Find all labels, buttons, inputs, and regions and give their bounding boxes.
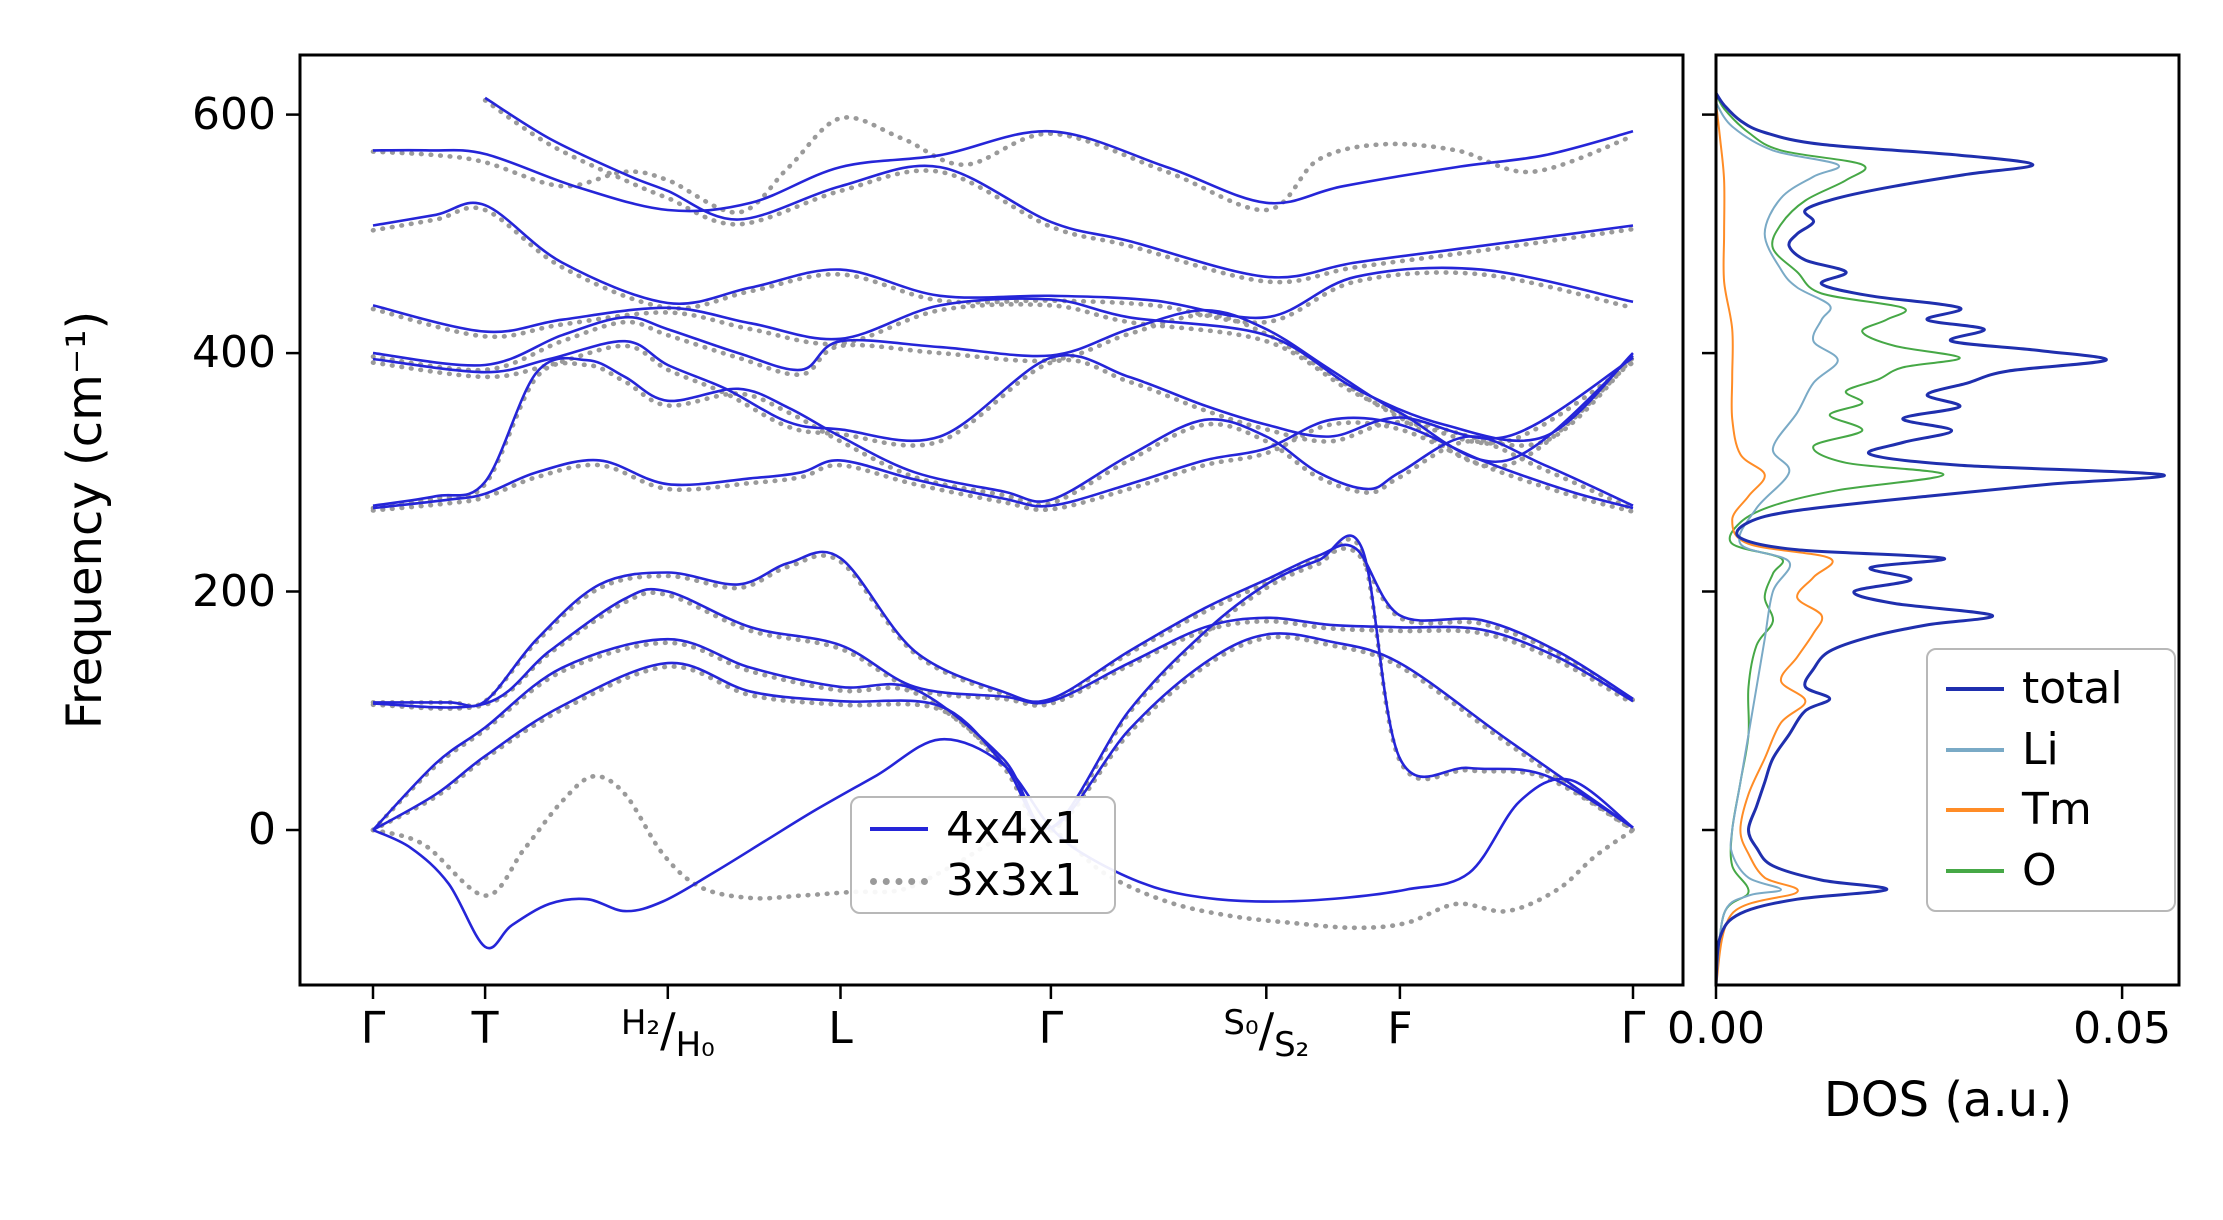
legend-item-tm: Tm <box>1928 788 2174 832</box>
band-3x3x1-6 <box>370 360 1636 512</box>
band-3x3x1-2 <box>370 205 1636 325</box>
band-3x3x1-8 <box>370 546 1636 709</box>
band-curves <box>370 96 1636 950</box>
dos-panel-frame <box>1714 53 2181 987</box>
band-3x3x1-4 <box>370 312 1636 469</box>
y-tick-label-200: 200 <box>192 565 276 617</box>
x-tick-label-0: Γ <box>360 1003 386 1054</box>
dos-curve-Li <box>1716 102 1841 985</box>
dos-curve-total <box>1716 92 2166 985</box>
legend-label-tm: Tm <box>2022 784 2092 836</box>
band-4x4x1-1 <box>484 96 1634 279</box>
band-4x4x1-0 <box>372 129 1634 213</box>
legend-item-3x3x1: 3x3x1 <box>852 859 1114 903</box>
x-tick-label-4: Γ <box>1038 1003 1064 1054</box>
x-tick-label-6: F <box>1387 1003 1413 1054</box>
solid-line-swatch <box>870 826 928 831</box>
y-tick-label-400: 400 <box>192 327 276 379</box>
x-tick-label-slash: / <box>660 1003 676 1057</box>
legend-label-4x4x1: 4x4x1 <box>946 802 1083 854</box>
legend-item-o: O <box>1928 849 2174 893</box>
o-line-swatch <box>1946 869 2004 874</box>
band-4x4x1-3 <box>372 297 1634 443</box>
legend-label-3x3x1: 3x3x1 <box>946 855 1083 907</box>
band-3x3x1-5 <box>370 343 1636 448</box>
x-tick-label-7: Γ <box>1620 1003 1646 1054</box>
x-tick-label-2: H₂/H₀ <box>621 1006 715 1062</box>
dos-tick-label-0.05: 0.05 <box>2073 1003 2172 1054</box>
y-tick-label-0: 0 <box>248 804 276 855</box>
dos-legend: total Li Tm O <box>1926 648 2176 912</box>
band-4x4x1-11 <box>372 632 1634 832</box>
band-3x3x1-1 <box>482 98 1636 285</box>
band-3x3x1-0 <box>370 115 1636 215</box>
x-tick-label-upper: S₀ <box>1223 1003 1259 1043</box>
band-4x4x1-10 <box>372 534 1634 831</box>
dos-curve-Tm <box>1716 102 1834 985</box>
x-tick-label-lower: S₂ <box>1274 1025 1310 1065</box>
band-4x4x1-12 <box>372 737 1634 950</box>
legend-item-total: total <box>1928 662 2174 714</box>
y-tick-label-600: 600 <box>192 88 276 140</box>
dos-tick-label-0.00: 0.00 <box>1667 1003 1765 1054</box>
tick-marks <box>286 113 2124 999</box>
dotted-line-swatch <box>870 877 928 885</box>
dos-curve-O <box>1716 92 1961 985</box>
legend-label-total: total <box>2022 662 2123 714</box>
band-4x4x1-2 <box>372 201 1634 320</box>
band-panel-frame <box>298 53 1685 987</box>
band-3x3x1-7 <box>370 420 1636 514</box>
band-4x4x1-4 <box>372 308 1634 464</box>
legend-label-li: Li <box>2022 723 2059 775</box>
x-tick-label-1: T <box>471 1003 499 1054</box>
band-3x3x1-12 <box>370 773 1636 931</box>
li-line-swatch <box>1946 747 2004 752</box>
dos-axis-label: DOS (a.u.) <box>1823 1072 2073 1128</box>
x-tick-label-5: S₀/S₂ <box>1223 1006 1309 1062</box>
band-3x3x1-11 <box>370 634 1636 833</box>
total-line-swatch <box>1946 686 2004 691</box>
dos-curves <box>1716 92 2166 985</box>
legend-item-li: Li <box>1928 723 2174 775</box>
x-tick-label-slash: / <box>1258 1003 1275 1057</box>
frequency-axis-label: Frequency (cm⁻¹) <box>57 310 113 730</box>
x-tick-label-lower: H₀ <box>675 1025 715 1065</box>
band-4x4x1-7 <box>372 416 1634 510</box>
tm-line-swatch <box>1946 808 2004 813</box>
x-tick-label-upper: H₂ <box>620 1003 661 1043</box>
band-4x4x1-9 <box>372 587 1634 709</box>
band-4x4x1-6 <box>372 356 1634 507</box>
x-tick-label-3: L <box>828 1003 853 1054</box>
band-3x3x1-9 <box>370 590 1636 711</box>
band-4x4x1-8 <box>372 543 1634 708</box>
supercell-legend: 4x4x1 3x3x1 <box>850 796 1116 914</box>
legend-item-4x4x1: 4x4x1 <box>852 802 1114 854</box>
legend-label-o: O <box>2022 845 2057 897</box>
band-3x3x1-10 <box>370 536 1636 833</box>
